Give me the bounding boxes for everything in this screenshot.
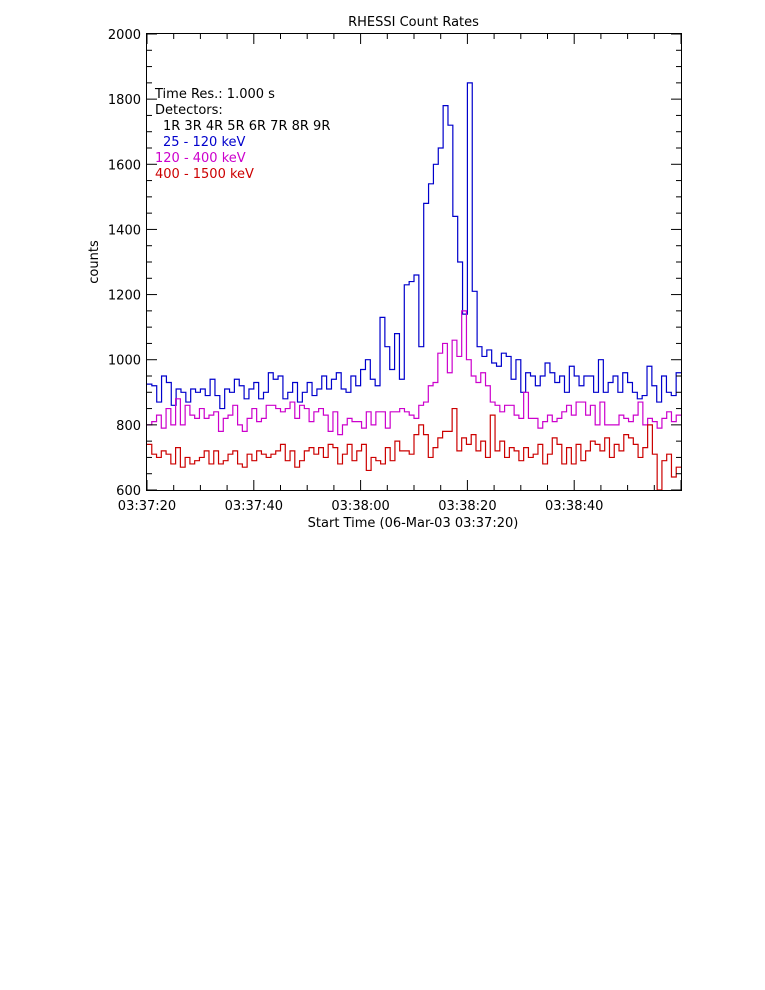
legend-series-3: 400 - 1500 keV bbox=[155, 167, 254, 182]
y-tick-label: 600 bbox=[116, 484, 141, 499]
x-tick-label: 03:38:00 bbox=[331, 499, 389, 514]
y-tick-label: 1200 bbox=[108, 289, 141, 304]
detectors-label: Detectors: bbox=[155, 103, 223, 118]
tick-labels: 600 800 1000 1200 1400 1600 1800 2000 03:37:20 03… bbox=[108, 28, 603, 514]
legend-series-1: 25 - 120 keV bbox=[163, 135, 246, 150]
detectors-list: 1R 3R 4R 5R 6R 7R 8R 9R bbox=[163, 119, 330, 134]
y-tick-label: 800 bbox=[116, 419, 141, 434]
y-tick-label: 2000 bbox=[108, 28, 141, 43]
y-tick-label: 1800 bbox=[108, 93, 141, 108]
series-group bbox=[147, 82, 681, 491]
y-tick-label: 1400 bbox=[108, 223, 141, 238]
x-axis-label: Start Time (06-Mar-03 03:37:20) bbox=[308, 516, 519, 531]
legend-series-2: 120 - 400 keV bbox=[155, 151, 246, 166]
chart-title: RHESSI Count Rates bbox=[348, 15, 479, 30]
x-tick-label: 03:38:40 bbox=[545, 499, 603, 514]
plot-frame bbox=[146, 33, 682, 491]
series-line-3 bbox=[147, 407, 681, 491]
series-line-2 bbox=[147, 310, 681, 436]
x-tick-label: 03:37:40 bbox=[225, 499, 283, 514]
x-tick-label: 03:38:20 bbox=[438, 499, 496, 514]
series-line-1 bbox=[147, 82, 681, 410]
y-tick-label: 1000 bbox=[108, 354, 141, 369]
y-axis-label: counts bbox=[87, 240, 102, 284]
time-res-annotation: Time Res.: 1.000 s bbox=[154, 87, 275, 102]
x-tick-label: 03:37:20 bbox=[118, 499, 176, 514]
legend: Time Res.: 1.000 s Detectors: 1R 3R 4R 5… bbox=[154, 87, 330, 182]
y-tick-label: 1600 bbox=[108, 158, 141, 173]
